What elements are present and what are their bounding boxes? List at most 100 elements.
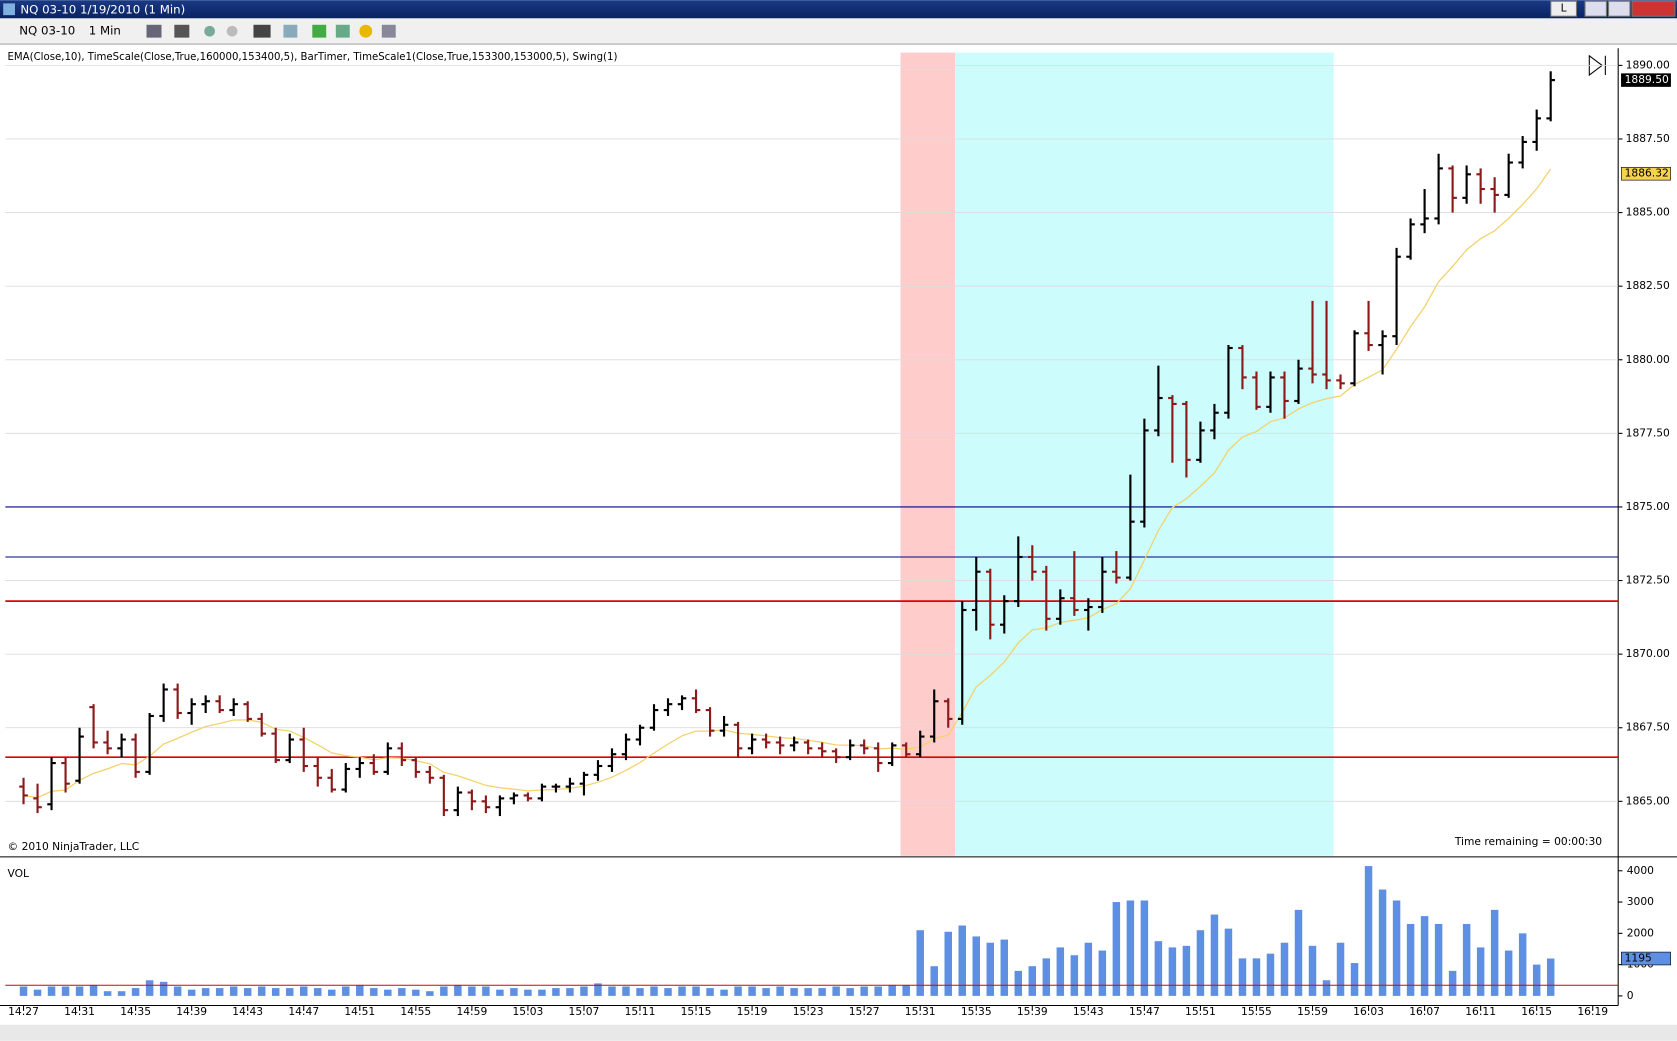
last-price-label: 1889.50 <box>1625 73 1669 86</box>
restore-button[interactable] <box>1608 0 1631 17</box>
volume-bar <box>201 988 210 996</box>
y-tick-label: 1870.00 <box>1626 647 1670 660</box>
y-tick-label: 1887.50 <box>1626 132 1670 145</box>
volume-bar <box>1252 958 1261 996</box>
x-tick-label: 16:03 <box>1353 1005 1384 1018</box>
y-tick-label: 1865.00 <box>1626 794 1670 807</box>
y-tick-label: 1877.50 <box>1626 426 1670 439</box>
volume-bar <box>1042 958 1051 996</box>
zoom-out-icon[interactable] <box>226 25 238 37</box>
volume-bar <box>748 986 756 996</box>
volume-bar <box>510 988 518 996</box>
volume-bar <box>1140 900 1149 996</box>
draw-icon[interactable] <box>174 24 190 38</box>
volume-bar <box>832 986 840 996</box>
volume-bar <box>1518 933 1527 996</box>
volume-bar <box>482 986 490 996</box>
x-tick-label: 15:35 <box>961 1005 992 1018</box>
volume-bar <box>1112 902 1121 996</box>
volume-bar <box>1126 900 1135 996</box>
volume-bar <box>1280 942 1289 996</box>
x-tick-label: 14:51 <box>344 1005 375 1018</box>
vol-tick-label: 4000 <box>1627 864 1654 877</box>
volume-bar <box>1336 942 1345 996</box>
properties-icon[interactable] <box>283 24 298 38</box>
volume-bar <box>159 981 168 996</box>
volume-bar <box>173 986 182 996</box>
title-bar <box>0 0 1677 19</box>
zoom-in-icon[interactable] <box>204 25 215 37</box>
x-tick-label: 14:31 <box>64 1005 95 1018</box>
volume-bar <box>89 984 98 996</box>
volume-bar <box>370 988 378 996</box>
volume-bar <box>678 986 686 996</box>
instrument-select[interactable]: NQ 03-10 <box>19 24 75 38</box>
volume-bar <box>75 986 84 996</box>
volume-bar <box>398 988 406 996</box>
copyright: © 2010 NinjaTrader, LLC <box>7 840 139 853</box>
scrollbar[interactable] <box>0 1024 1677 1041</box>
volume-bar <box>650 986 658 996</box>
volume-bar <box>594 983 602 996</box>
volume-bar <box>664 988 672 996</box>
last-volume-box <box>1621 951 1671 966</box>
volume-bar <box>356 984 364 996</box>
volume-bar <box>426 991 434 996</box>
y-tick-label: 1867.50 <box>1626 721 1670 734</box>
volume-bar <box>1462 923 1471 996</box>
x-tick-label: 14:35 <box>120 1005 151 1018</box>
toolbar <box>0 18 1677 45</box>
volume-bar <box>958 925 966 996</box>
volume-bar <box>706 988 714 996</box>
volume-bar <box>117 991 126 996</box>
volume-bar <box>103 991 112 996</box>
y-tick-label: 1872.50 <box>1626 574 1670 587</box>
volume-bar <box>1168 947 1177 996</box>
x-tick-label: 15:23 <box>793 1005 824 1018</box>
minimize-button[interactable] <box>1584 0 1607 17</box>
volume-bar <box>860 986 868 996</box>
volume-bar <box>622 986 630 996</box>
volume-bar <box>762 988 770 996</box>
interval-select[interactable]: 1 Min <box>89 24 121 38</box>
x-tick-label: 15:47 <box>1129 1005 1160 1018</box>
order-icon[interactable] <box>359 24 373 38</box>
volume-bar <box>229 986 238 996</box>
x-tick-label: 15:11 <box>625 1005 656 1018</box>
indicator-icon[interactable] <box>335 24 350 38</box>
data-box-icon[interactable] <box>381 24 396 38</box>
volume-bar <box>468 986 476 996</box>
vol-tick-label: 0 <box>1627 989 1634 1002</box>
volume-bar <box>1448 970 1457 996</box>
x-tick-label: 15:51 <box>1185 1005 1216 1018</box>
volume-bar <box>342 986 350 996</box>
volume-bar <box>412 989 420 996</box>
volume-bar <box>1238 958 1247 996</box>
volume-bar <box>566 988 574 996</box>
volume-bar <box>1490 909 1499 996</box>
volume-bar <box>1378 889 1387 996</box>
crosshair-icon[interactable] <box>253 24 271 38</box>
volume-bar <box>454 984 462 996</box>
y-tick-label: 1875.00 <box>1626 500 1670 513</box>
x-tick-label: 15:31 <box>905 1005 936 1018</box>
close-button[interactable] <box>1631 0 1676 17</box>
volume-bar <box>33 989 42 996</box>
volume-bar <box>19 986 28 996</box>
volume-bar <box>874 986 882 996</box>
volume-bar <box>384 989 392 996</box>
volume-bar <box>145 980 154 996</box>
volume-bar <box>1546 958 1555 996</box>
volume-bar <box>986 942 995 996</box>
bar-style-icon[interactable] <box>146 24 162 38</box>
volume-bar <box>1210 914 1219 996</box>
volume-bar <box>1084 942 1093 996</box>
lock-button[interactable] <box>1550 0 1578 17</box>
volume-bar <box>1532 964 1541 996</box>
strategy-icon[interactable] <box>312 24 327 38</box>
volume-bar <box>187 989 196 996</box>
volume-bar <box>1406 923 1415 996</box>
volume-bar <box>131 988 140 996</box>
volume-bar <box>552 988 560 996</box>
